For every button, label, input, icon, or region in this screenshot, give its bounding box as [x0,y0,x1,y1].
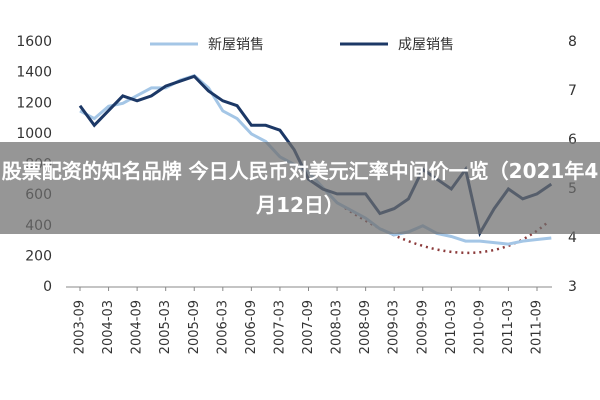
x-tick-label: 2009-03 [387,300,402,354]
y2-tick-label: 3 [568,279,577,295]
y2-tick-label: 4 [568,230,577,246]
y-tick-label: 200 [25,248,52,264]
x-tick-label: 2005-09 [187,300,202,354]
y2-tick-label: 8 [568,34,577,50]
x-tick-label: 2011-03 [501,300,516,354]
overlay-title: 股票配资的知名品牌 今日人民币对美元汇率中间价一览（2021年4月12日） [1,159,599,217]
x-tick-label: 2008-03 [330,300,345,354]
x-tick-label: 2004-03 [101,300,116,354]
y2-tick-label: 6 [568,132,577,148]
legend-label: 成屋销售 [398,37,454,53]
x-tick-label: 2004-09 [130,300,145,354]
x-tick-label: 2007-09 [301,300,316,354]
x-tick-label: 2007-03 [272,300,287,354]
legend-label: 新屋销售 [208,37,264,53]
x-tick-label: 2005-03 [158,300,173,354]
x-tick-label: 2011-09 [530,300,545,354]
x-tick-label: 2010-03 [444,300,459,354]
y-tick-label: 1000 [16,126,52,142]
x-tick-label: 2008-09 [358,300,373,354]
y-tick-label: 1600 [16,34,52,50]
x-tick-label: 2006-03 [215,300,230,354]
x-tick-label: 2006-09 [244,300,259,354]
y-tick-label: 1400 [16,65,52,81]
y-tick-label: 1200 [16,95,52,111]
overlay-banner: 股票配资的知名品牌 今日人民币对美元汇率中间价一览（2021年4月12日） [0,142,600,234]
y-tick-label: 0 [43,279,52,295]
x-tick-label: 2010-09 [472,300,487,354]
y2-tick-label: 7 [568,83,577,99]
x-tick-label: 2003-09 [73,300,88,354]
x-tick-label: 2009-09 [415,300,430,354]
